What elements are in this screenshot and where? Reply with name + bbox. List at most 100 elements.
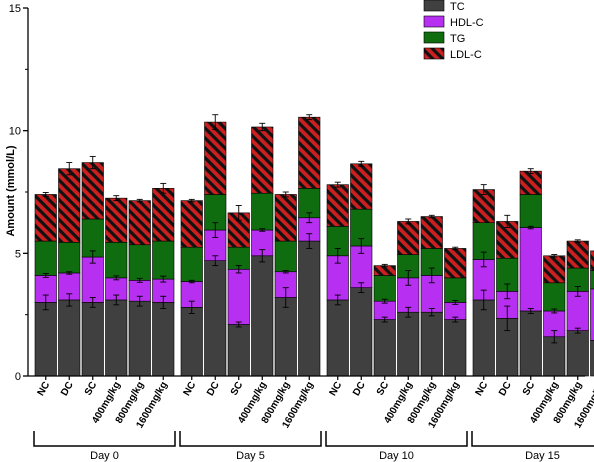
bars	[34, 116, 594, 377]
bar-segment-tc	[152, 302, 175, 377]
x-tick-label: SC	[375, 380, 391, 398]
legend: TC HDL-C TG LDL-C	[423, 0, 484, 61]
bar-segment-ldl-c	[81, 162, 104, 220]
bar-segment-tg	[373, 275, 396, 302]
bar-segment-hdl-c	[590, 288, 594, 341]
x-tick-label: SC	[521, 380, 537, 398]
bar-segment-tc	[180, 307, 203, 377]
x-tick-label: DC	[351, 380, 368, 398]
bar-segment-tg	[590, 270, 594, 290]
y-axis-label: Amount (mmol/L)	[5, 145, 17, 236]
bar-segment-tc	[397, 311, 420, 377]
bar-segment-tc	[350, 287, 373, 377]
x-tick-label: DC	[59, 380, 76, 398]
bar-segment-ldl-c	[326, 184, 349, 227]
bar-segment-ldl-c	[519, 170, 542, 195]
bar-segment-tg	[128, 244, 151, 281]
bar-segment-tc	[274, 297, 297, 377]
x-tick-label: NC	[474, 380, 491, 398]
bar-segment-ldl-c	[298, 116, 321, 189]
bar-segment-tc	[251, 255, 274, 377]
bar-segment-tc	[444, 319, 467, 377]
legend-swatch	[423, 0, 445, 12]
group-bracket	[325, 431, 468, 447]
y-tick-label: 0	[15, 371, 21, 383]
bar-segment-ldl-c	[128, 200, 151, 246]
bar-segment-ldl-c	[590, 250, 594, 271]
legend-label: TG	[450, 33, 465, 45]
x-tick-label: NC	[182, 380, 199, 398]
bar-segment-ldl-c	[420, 216, 443, 249]
legend-swatch	[423, 15, 445, 28]
bar-segment-tg	[251, 192, 274, 231]
bar-segment-tg	[180, 246, 203, 282]
bar-segment-tc	[58, 299, 81, 377]
bar-segment-tc	[298, 240, 321, 377]
bar-segment-tc	[204, 260, 227, 377]
bar-segment-tc	[128, 300, 151, 377]
x-tick-label: SC	[83, 380, 99, 398]
bar-segment-tc	[81, 302, 104, 377]
bar-segment-tc	[105, 299, 128, 377]
group-label: Day 5	[236, 450, 265, 462]
bar-segment-tc	[519, 310, 542, 377]
bar-segment-tg	[34, 240, 57, 276]
bar-segment-tg	[58, 241, 81, 274]
legend-label: LDL-C	[450, 49, 482, 61]
bar-segment-ldl-c	[543, 255, 566, 284]
bar-segment-tg	[444, 277, 467, 303]
x-tick-label: DC	[497, 380, 514, 398]
y-axis: 0 5 10 15	[9, 3, 29, 383]
bar-segment-ldl-c	[274, 194, 297, 242]
bar-segment-ldl-c	[397, 221, 420, 255]
group-bracket	[471, 431, 594, 447]
bar-segment-tg	[152, 240, 175, 280]
group-label: Day 0	[90, 450, 119, 462]
bar-segment-tg	[105, 241, 128, 279]
legend-label: TC	[450, 1, 465, 13]
group-label: Day 10	[379, 450, 414, 462]
day-groups: Day 0 Day 5 Day 10 Day 15	[33, 431, 594, 462]
y-tick-label: 5	[15, 248, 21, 260]
bar-segment-tc	[420, 311, 443, 377]
bar-segment-ldl-c	[180, 200, 203, 248]
bar-segment-ldl-c	[204, 121, 227, 195]
group-label: Day 15	[525, 450, 560, 462]
bar-segment-tc	[326, 299, 349, 377]
error-bars	[42, 114, 581, 344]
bar-segment-hdl-c	[519, 227, 542, 312]
bar-segment-ldl-c	[251, 126, 274, 194]
bar-segment-hdl-c	[227, 268, 250, 325]
bar-segment-tg	[274, 240, 297, 273]
legend-swatch	[423, 47, 445, 60]
x-tick-label: NC	[328, 380, 345, 398]
x-tick-label: SC	[229, 380, 245, 398]
y-tick-label: 10	[9, 126, 21, 138]
bar-segment-ldl-c	[350, 163, 373, 210]
bar-segment-ldl-c	[566, 240, 589, 269]
bar-segment-tc	[34, 302, 57, 377]
bar-segment-ldl-c	[444, 248, 467, 279]
y-tick-label: 15	[9, 3, 21, 15]
legend-swatch	[423, 31, 445, 44]
bar-segment-tc	[472, 299, 495, 377]
bar-segment-hdl-c	[566, 291, 589, 331]
bar-segment-ldl-c	[58, 168, 81, 243]
x-tick-label: NC	[36, 380, 53, 398]
bar-segment-ldl-c	[105, 197, 128, 243]
group-bracket	[179, 431, 322, 447]
bar-segment-tg	[519, 194, 542, 228]
bar-segment-ldl-c	[34, 194, 57, 242]
bar-segment-hdl-c	[81, 256, 104, 303]
bar-segment-tc	[566, 330, 589, 377]
bar-segment-tc	[227, 324, 250, 377]
bar-segment-tc	[590, 340, 594, 377]
x-tick-label: DC	[205, 380, 222, 398]
group-bracket	[33, 431, 176, 447]
bar-segment-tc	[373, 319, 396, 377]
bar-segment-ldl-c	[152, 188, 175, 242]
legend-label: HDL-C	[450, 17, 484, 29]
bar-segment-tg	[543, 282, 566, 312]
